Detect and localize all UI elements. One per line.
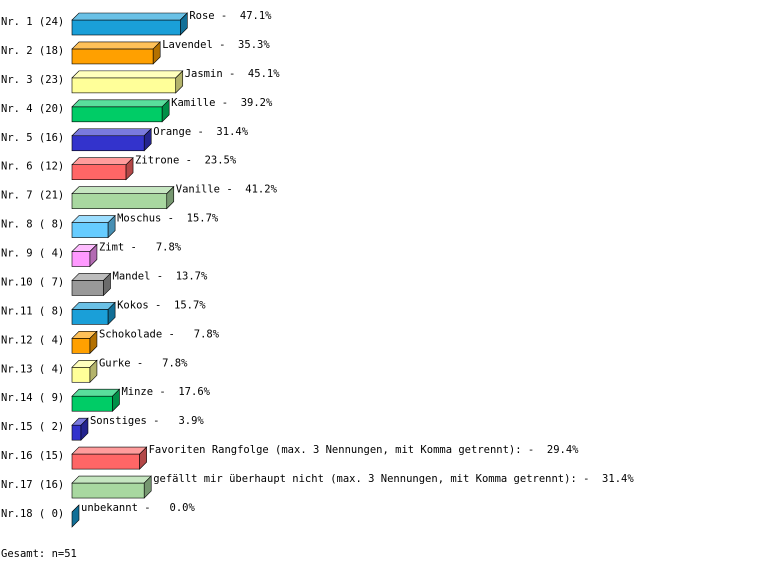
value-label: Vanille - 41.2% [176, 184, 278, 196]
bar-front [71, 193, 168, 209]
value-label: Kokos - 15.7% [117, 299, 206, 311]
category-label: Nr.14 ( 9) [1, 392, 64, 404]
bar-front [71, 424, 82, 441]
bar-side [166, 185, 175, 210]
bar-top [71, 302, 116, 310]
bar-front [71, 366, 91, 383]
category-label: Nr. 2 (18) [1, 45, 64, 57]
bar-top [71, 12, 189, 21]
bar-side [139, 446, 147, 470]
bar-top [71, 157, 134, 165]
value-label: Orange - 31.4% [153, 126, 249, 138]
bar-front [71, 106, 163, 123]
bar-front [71, 48, 154, 65]
category-label: Nr.15 ( 2) [1, 421, 64, 433]
bar-side [180, 12, 188, 36]
bar-top [71, 215, 116, 223]
category-label: Nr.17 (16) [1, 479, 64, 491]
value-label: Jasmin - 45.1% [185, 68, 281, 80]
bar-side [152, 41, 161, 65]
value-label: Mandel - 13.7% [113, 270, 209, 282]
bar-side [143, 128, 152, 152]
value-label: gefällt mir überhaupt nicht (max. 3 Nenn… [153, 473, 634, 485]
bar-side [125, 156, 134, 181]
bar-side [89, 330, 98, 355]
value-label: Moschus - 15.7% [117, 213, 219, 225]
bar-side [112, 388, 120, 412]
bar-front [71, 135, 145, 152]
value-label: Zitrone - 23.5% [135, 155, 237, 167]
category-label: Nr. 5 (16) [1, 132, 64, 144]
value-label: Minze - 17.6% [121, 386, 210, 398]
bar-front [71, 251, 91, 267]
bar-side [71, 504, 80, 528]
footer: Gesamt: n=51 [1, 548, 77, 560]
bar-top [71, 41, 161, 50]
bar-front [71, 395, 113, 412]
value-label: Favoriten Rangfolge (max. 3 Nennungen, m… [149, 444, 580, 456]
bar-front [71, 453, 140, 470]
bar-side [107, 301, 116, 326]
category-label: Nr. 3 (23) [1, 74, 64, 86]
bar-side [175, 70, 184, 94]
bar-front [71, 309, 109, 325]
bar-front [71, 164, 127, 180]
bar-top [71, 186, 175, 194]
bar-side [143, 475, 152, 499]
category-label: Nr. 8 ( 8) [1, 219, 64, 231]
category-label: Nr.12 ( 4) [1, 334, 64, 346]
bar-top [71, 475, 152, 484]
category-label: Nr.18 ( 0) [1, 508, 64, 520]
bar-front [71, 77, 177, 94]
bar-top [71, 446, 148, 455]
value-label: Zimt - 7.8% [99, 242, 182, 254]
category-label: Nr.16 (15) [1, 450, 64, 462]
bar-front [71, 19, 181, 36]
category-label: Nr.11 ( 8) [1, 305, 64, 317]
value-label: Rose - 47.1% [189, 10, 272, 22]
bar-side [107, 214, 116, 239]
value-label: Gurke - 7.8% [99, 357, 188, 369]
bar-front [71, 280, 104, 296]
bar-side [161, 99, 170, 123]
bar-top [71, 388, 121, 397]
bar-top [71, 70, 184, 79]
category-label: Nr. 7 (21) [1, 190, 64, 202]
value-label: Sonstiges - 3.9% [90, 415, 204, 427]
value-label: Lavendel - 35.3% [162, 39, 270, 51]
bar-front [71, 222, 109, 238]
category-label: Nr. 1 (24) [1, 16, 64, 28]
bar-front [71, 482, 145, 499]
bar-side [103, 272, 111, 297]
value-label: Kamille - 39.2% [171, 97, 273, 109]
bar-top [71, 128, 152, 137]
value-label: unbekannt - 0.0% [81, 502, 195, 514]
category-label: Nr.10 ( 7) [1, 276, 64, 288]
bar-side [80, 417, 89, 441]
bar-side [89, 359, 98, 384]
category-label: Nr. 9 ( 4) [1, 248, 64, 260]
category-label: Nr. 4 (20) [1, 103, 64, 115]
category-label: Nr.13 ( 4) [1, 363, 64, 375]
bar-front [71, 338, 91, 354]
category-label: Nr. 6 (12) [1, 161, 64, 173]
bar-top [71, 99, 170, 108]
bar-side [89, 243, 98, 268]
value-label: Schokolade - 7.8% [99, 328, 220, 340]
